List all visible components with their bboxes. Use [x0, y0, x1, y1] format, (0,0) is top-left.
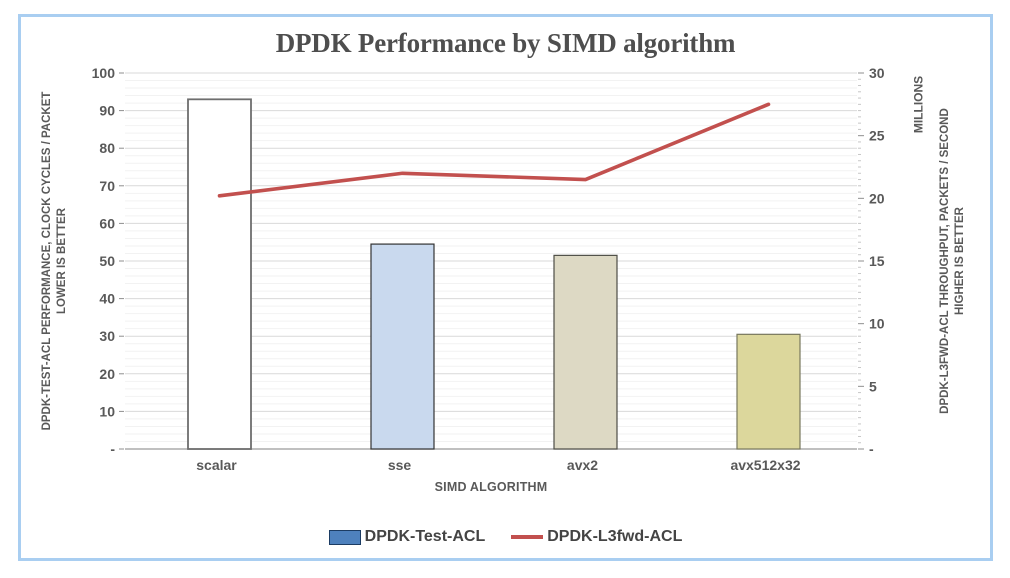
left-axis-tick-label: 100: [92, 65, 116, 81]
legend: DPDK-Test-ACL DPDK-L3fwd-ACL: [21, 522, 990, 552]
right-axis-title: DPDK-L3FWD-ACL THROUGHPUT, PACKETS / SEC…: [938, 41, 968, 481]
left-axis-title: DPDK-TEST-ACL PERFORMANCE, CLOCK CYCLES …: [40, 46, 70, 476]
bar-avx512x32: [736, 333, 801, 450]
right-axis-tick-label: 25: [869, 128, 885, 144]
bar-sse: [370, 243, 435, 450]
left-axis-title-line2: LOWER IS BETTER: [56, 207, 68, 315]
x-tick-label-avx2: avx2: [567, 457, 598, 473]
left-axis-tick-label: 70: [99, 178, 115, 194]
right-axis-units-label: MILLIONS: [911, 75, 926, 134]
throughput-line: [217, 102, 771, 198]
left-axis-tick-label: 50: [99, 253, 115, 269]
left-axis-title-line1: DPDK-TEST-ACL PERFORMANCE, CLOCK CYCLES …: [41, 91, 53, 431]
right-axis-tick-label: 5: [869, 378, 877, 394]
right-axis-tick-label: 20: [869, 190, 885, 206]
left-axis-tick-label: 90: [99, 103, 115, 119]
bar-avx2: [553, 254, 618, 450]
legend-label: DPDK-L3fwd-ACL: [547, 528, 683, 545]
left-axis-tick-label: 40: [99, 291, 115, 307]
right-axis-tick-label: 30: [869, 65, 885, 81]
right-axis-title-line2: HIGHER IS BETTER: [954, 207, 966, 315]
x-tick-label-sse: sse: [388, 457, 412, 473]
x-tick-label-avx512x32: avx512x32: [730, 457, 800, 473]
x-axis-title: SIMD ALGORITHM: [434, 480, 548, 494]
left-axis-tick-label: 20: [99, 366, 115, 382]
legend-swatch-line-icon: [511, 535, 544, 539]
chart-title: DPDK Performance by SIMD algorithm: [275, 28, 736, 58]
left-axis-tick-label: -: [110, 441, 115, 457]
legend-item: DPDK-L3fwd-ACL: [511, 528, 682, 546]
right-axis-tick-label: -: [869, 441, 874, 457]
right-axis-tick-label: 15: [869, 253, 885, 269]
x-tick-label-scalar: scalar: [196, 457, 237, 473]
right-axis-title-line1: DPDK-L3FWD-ACL THROUGHPUT, PACKETS / SEC…: [939, 108, 951, 414]
left-axis-tick-label: 80: [99, 140, 115, 156]
chart-frame: DPDK Performance by SIMD algorithm 100 90…: [18, 14, 993, 561]
left-axis-tick-label: 10: [99, 403, 115, 419]
bar-scalar: [187, 98, 252, 450]
legend-swatch-bar-icon: [328, 529, 361, 545]
left-axis-tick-label: 30: [99, 328, 115, 344]
left-axis-tick-label: 60: [99, 215, 115, 231]
plot-area: 100 90 80 70 60 50 40 30 20 10 - 30 25 20 15 10 5 - scalar…: [92, 65, 885, 473]
right-axis-tick-label: 10: [869, 316, 885, 332]
legend-label: DPDK-Test-ACL: [364, 528, 486, 545]
legend-item: DPDK-Test-ACL: [328, 528, 486, 546]
